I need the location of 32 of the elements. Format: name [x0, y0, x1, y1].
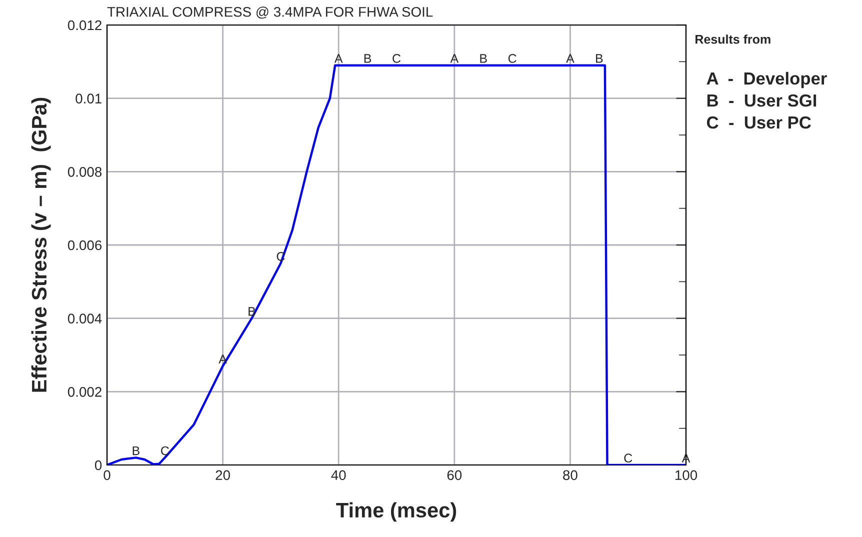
- annotation: B: [364, 54, 372, 63]
- annotation: A: [566, 54, 574, 63]
- annotation: C: [392, 54, 401, 63]
- annotation: C: [624, 454, 632, 463]
- x-tick-label: 20: [216, 470, 230, 480]
- annotation: A: [218, 354, 227, 364]
- text: B - User SGI: [707, 94, 816, 107]
- text: Results from: [696, 34, 770, 44]
- annotation: A: [334, 54, 343, 63]
- annotation: C: [508, 54, 516, 63]
- y-tick-label: 0: [94, 460, 102, 470]
- y-axis-title: Effective Stress (v – m) (GPa): [31, 98, 51, 392]
- annotation: B: [480, 54, 487, 63]
- x-axis-title: Time (msec): [336, 502, 456, 522]
- x-tick-label: 0: [104, 470, 110, 480]
- annotation: A: [450, 54, 459, 63]
- text: C - User PC: [706, 116, 811, 129]
- annotation: B: [596, 54, 603, 63]
- y-tick-label: 0.004: [68, 314, 102, 324]
- chart-title: TRIAXIAL COMPRESS @ 3.4MPA FOR FHWA SOIL: [107, 6, 433, 19]
- x-tick-label: 100: [675, 470, 698, 480]
- y-tick-label: 0.01: [76, 94, 102, 104]
- y-tick-label: 0.008: [68, 167, 102, 177]
- y-tick-label: 0.006: [68, 240, 102, 250]
- text: A - Developer: [706, 72, 827, 88]
- x-tick-label: 60: [447, 470, 462, 480]
- y-tick-label: 0.002: [68, 387, 102, 397]
- x-tick-label: 40: [331, 470, 346, 480]
- y-tick-label: 0.012: [68, 20, 102, 30]
- annotation: C: [161, 446, 169, 456]
- x-tick-label: 80: [563, 470, 578, 480]
- annotation: B: [132, 446, 140, 456]
